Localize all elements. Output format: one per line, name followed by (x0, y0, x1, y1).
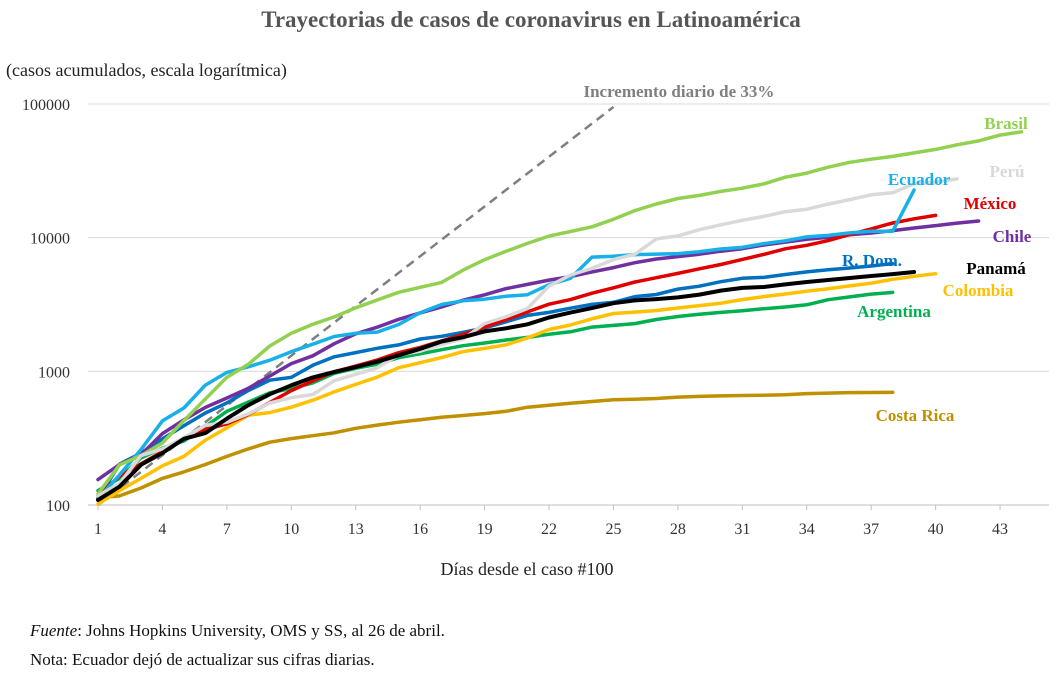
reference-line: Incremento diario de 33% (97, 82, 774, 506)
series-label-panama: Panamá (966, 259, 1026, 278)
y-tick-label: 10000 (30, 231, 70, 248)
x-tick-label: 19 (477, 521, 493, 538)
reference-line-label: Incremento diario de 33% (583, 82, 774, 101)
series-label-brasil: Brasil (984, 114, 1028, 133)
series-line-brasil (96, 130, 1024, 496)
x-tick-label: 28 (670, 521, 686, 538)
source-text: : Johns Hopkins University, OMS y SS, al… (77, 621, 445, 640)
source-note: Fuente: Johns Hopkins University, OMS y … (30, 621, 445, 641)
series-line-chile (96, 219, 981, 482)
series-line-costa-rica (96, 390, 895, 500)
y-tick-label: 100000 (22, 97, 70, 114)
x-tick-label: 22 (541, 521, 557, 538)
series-lines (96, 130, 1024, 506)
x-axis: 1 4 7 10 13 16 19 22 25 28 31 34 37 40 43 (88, 504, 1049, 538)
x-tick-label: 43 (992, 521, 1008, 538)
series-label-chile: Chile (993, 227, 1032, 246)
chart-title: Trayectorias de casos de coronavirus en … (261, 7, 801, 32)
y-axis: 100 1000 10000 100000 (22, 97, 70, 515)
x-tick-label: 7 (223, 521, 231, 538)
source-label: Fuente (30, 621, 78, 640)
series-label-costa-rica: Costa Rica (876, 406, 955, 425)
x-tick-label: 31 (734, 521, 750, 538)
chart-subtitle: (casos acumulados, escala logarítmica) (6, 60, 287, 81)
series-label-peru: Perú (990, 162, 1025, 181)
series-label-argentina: Argentina (857, 302, 931, 321)
series-line-panama (96, 270, 917, 502)
x-tick-label: 25 (605, 521, 621, 538)
x-tick-label: 10 (283, 521, 299, 538)
x-tick-label: 37 (863, 521, 879, 538)
series-line-argentina (96, 290, 895, 493)
series-label-colombia: Colombia (943, 281, 1014, 300)
series-label-ecuador: Ecuador (888, 170, 951, 189)
series-label-mexico: México (964, 194, 1017, 213)
x-tick-label: 16 (412, 521, 428, 538)
x-tick-label: 4 (158, 521, 166, 538)
y-tick-label: 100 (46, 498, 70, 515)
x-tick-label: 13 (348, 521, 364, 538)
x-axis-label: Días desde el caso #100 (441, 559, 614, 579)
y-tick-label: 1000 (38, 364, 70, 381)
series-line-peru (96, 177, 959, 498)
footnote: Nota: Ecuador dejó de actualizar sus cif… (30, 650, 375, 669)
x-tick-label: 40 (928, 521, 944, 538)
x-tick-label: 1 (94, 521, 102, 538)
series-label-r-dom: R. Dom. (842, 251, 902, 270)
series-labels: Brasil Perú Ecuador México Chile R. Dom. Panam… (842, 114, 1032, 425)
series-line-ecuador (96, 188, 916, 501)
series-line-mexico (96, 213, 938, 498)
series-line-colombia (96, 271, 938, 506)
x-tick-label: 34 (799, 521, 815, 538)
